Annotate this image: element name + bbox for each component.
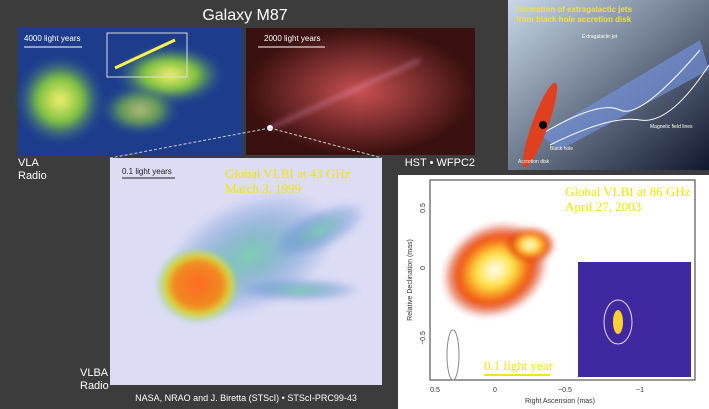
panel-label: HST • WFPC2: [405, 157, 475, 169]
composite: Galaxy M87 4000 light years VLA Radio 20…: [0, 0, 709, 409]
inset-image: [578, 262, 691, 377]
caption: March 3, 1999: [225, 181, 301, 196]
caption: Global VLBI at 43 GHz: [225, 166, 351, 181]
diagram-label: Accretion disk: [518, 159, 550, 165]
y-tick-label: 0: [420, 266, 427, 270]
diagram-label: Black hole: [550, 146, 573, 152]
x-tick-label: −0.5: [558, 387, 572, 394]
scale-label: 0.1 light years: [122, 167, 172, 176]
diagram-title: Formation of extragalactic jets: [516, 5, 633, 14]
x-tick-label: 0: [493, 387, 497, 394]
diagram-title: from black hole accretion disk: [516, 15, 632, 24]
y-tick-label: −0.5: [420, 331, 427, 345]
x-tick-label: −1: [636, 387, 644, 394]
scale-label: 4000 light years: [24, 34, 80, 43]
caption: April 27, 2003: [565, 199, 641, 214]
x-tick-label: 0.5: [430, 387, 440, 394]
panel-label: VLA: [18, 157, 39, 169]
credit: NASA, NRAO and J. Biretta (STScI) • STSc…: [135, 393, 357, 403]
x-axis-title: Right Ascension (mas): [525, 398, 595, 405]
panel-label: VLBA: [80, 367, 109, 379]
title: Galaxy M87: [202, 7, 287, 24]
y-tick-label: 0.5: [420, 203, 427, 213]
panel-label: Radio: [18, 170, 47, 182]
diagram-label: Extragalactic jet: [582, 34, 618, 40]
panel-label: Radio: [80, 380, 109, 392]
caption: Global VLBI at 86 GHz: [565, 184, 691, 199]
diagram-label: Magnetic field lines: [650, 124, 693, 130]
y-axis-title: Relative Declination (mas): [407, 239, 414, 321]
scale-label: 2000 light years: [264, 34, 320, 43]
scale-label: 0.1 light year: [484, 358, 554, 373]
